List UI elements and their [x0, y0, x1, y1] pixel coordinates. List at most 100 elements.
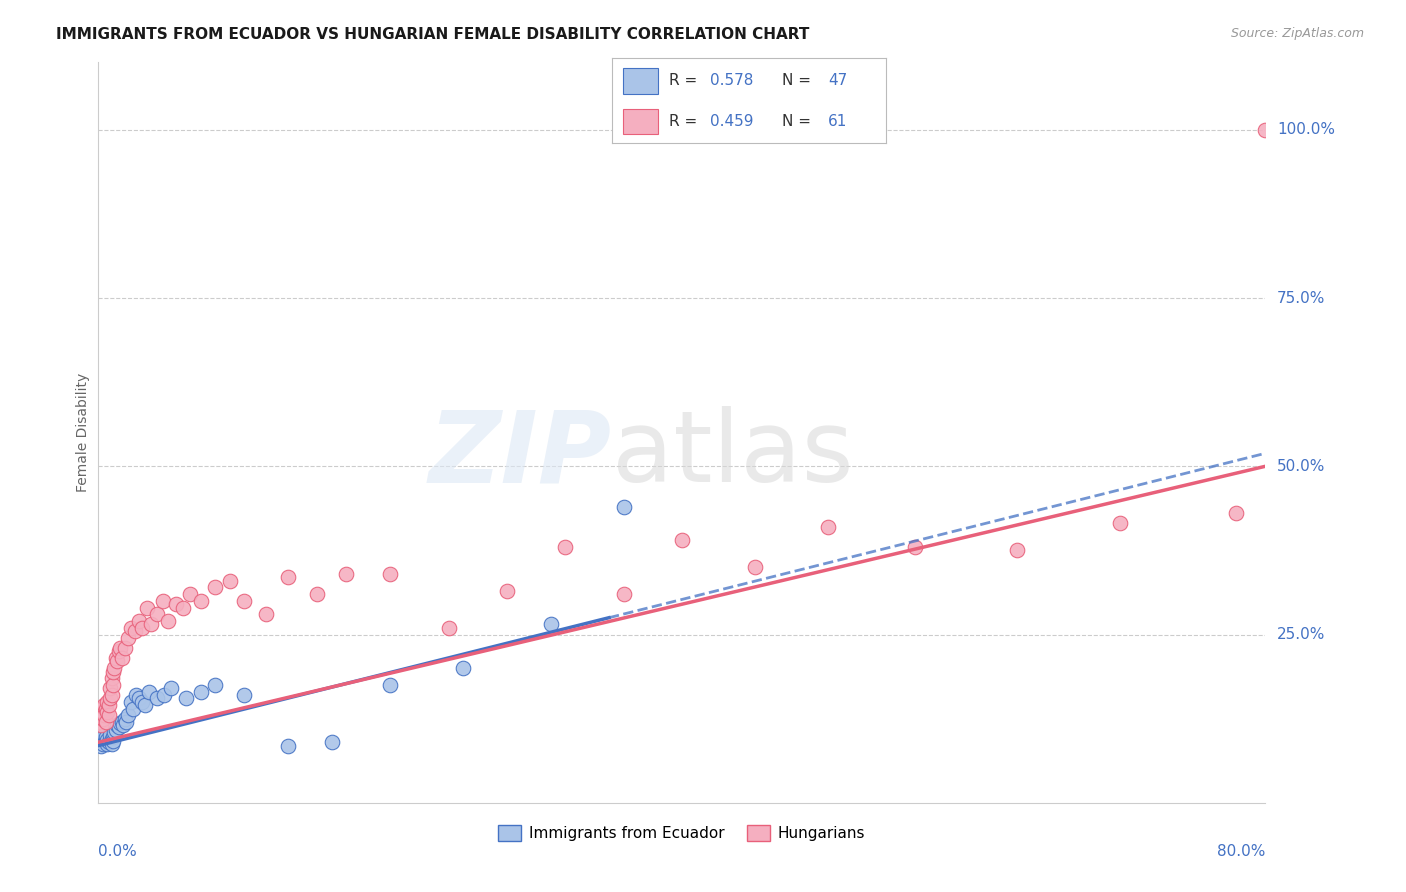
Point: [190, 685, 212, 699]
Point: [114, 640, 136, 655]
Point: [112, 718, 135, 732]
Point: [114, 712, 136, 726]
Point: [451, 661, 474, 675]
Point: [93, 731, 115, 746]
Point: [94, 730, 117, 744]
Point: [90, 701, 112, 715]
Text: 50.0%: 50.0%: [1277, 458, 1326, 474]
Point: [179, 587, 201, 601]
Legend: Immigrants from Ecuador, Hungarians: Immigrants from Ecuador, Hungarians: [492, 819, 872, 847]
Point: [97, 735, 120, 749]
Point: [122, 701, 145, 715]
Point: [103, 725, 125, 739]
Point: [165, 597, 187, 611]
Point: [108, 720, 131, 734]
Text: 0.0%: 0.0%: [98, 844, 138, 858]
Point: [100, 731, 122, 746]
Point: [91, 734, 114, 748]
Point: [671, 533, 693, 548]
Point: [134, 698, 156, 713]
Point: [105, 655, 128, 669]
Text: 80.0%: 80.0%: [1218, 844, 1265, 858]
Text: 100.0%: 100.0%: [1277, 122, 1336, 137]
Point: [110, 640, 132, 655]
Point: [104, 651, 127, 665]
Point: [98, 691, 121, 706]
Text: 0.578: 0.578: [710, 73, 754, 88]
Point: [160, 681, 183, 696]
Point: [91, 737, 114, 751]
Point: [124, 624, 146, 639]
Text: atlas: atlas: [612, 407, 853, 503]
Point: [110, 716, 132, 731]
Point: [172, 600, 194, 615]
Point: [90, 731, 112, 746]
Point: [817, 520, 839, 534]
Point: [233, 594, 256, 608]
Text: R =: R =: [669, 73, 703, 88]
Point: [138, 685, 160, 699]
Point: [1254, 122, 1277, 136]
Point: [904, 540, 927, 554]
Point: [94, 734, 117, 748]
Point: [100, 737, 122, 751]
FancyBboxPatch shape: [623, 68, 658, 94]
FancyBboxPatch shape: [623, 109, 658, 134]
Text: Source: ZipAtlas.com: Source: ZipAtlas.com: [1230, 27, 1364, 40]
Point: [93, 708, 115, 723]
Point: [152, 594, 174, 608]
Point: [96, 737, 118, 751]
Point: [91, 712, 114, 726]
Point: [93, 698, 115, 713]
Point: [115, 714, 138, 729]
Point: [496, 583, 519, 598]
Point: [96, 732, 118, 747]
Point: [153, 688, 176, 702]
Point: [157, 614, 180, 628]
Point: [101, 678, 124, 692]
Text: R =: R =: [669, 114, 703, 129]
Point: [128, 614, 150, 628]
Y-axis label: Female Disability: Female Disability: [76, 373, 90, 492]
Point: [103, 661, 125, 675]
Point: [335, 566, 357, 581]
Point: [744, 560, 766, 574]
Point: [98, 681, 121, 696]
Point: [104, 723, 127, 738]
Point: [101, 665, 124, 679]
Point: [321, 735, 343, 749]
Point: [101, 730, 124, 744]
Point: [117, 708, 139, 723]
Point: [277, 570, 299, 584]
Point: [111, 651, 134, 665]
Text: 61: 61: [828, 114, 848, 129]
Point: [1225, 507, 1247, 521]
Point: [233, 688, 256, 702]
Point: [131, 695, 153, 709]
Text: IMMIGRANTS FROM ECUADOR VS HUNGARIAN FEMALE DISABILITY CORRELATION CHART: IMMIGRANTS FROM ECUADOR VS HUNGARIAN FEM…: [56, 27, 810, 42]
Point: [128, 691, 150, 706]
Point: [90, 718, 112, 732]
Point: [307, 587, 329, 601]
Point: [94, 701, 117, 715]
Point: [117, 631, 139, 645]
Point: [94, 714, 117, 729]
Point: [218, 574, 240, 588]
Point: [612, 500, 634, 514]
Point: [135, 600, 157, 615]
Text: 75.0%: 75.0%: [1277, 291, 1326, 305]
Point: [174, 691, 197, 706]
Point: [111, 714, 134, 729]
Point: [98, 729, 121, 743]
Point: [554, 540, 576, 554]
Text: 25.0%: 25.0%: [1277, 627, 1326, 642]
Point: [91, 705, 114, 719]
Text: 47: 47: [828, 73, 848, 88]
Point: [540, 617, 562, 632]
Point: [139, 617, 162, 632]
Point: [120, 621, 142, 635]
Point: [120, 695, 142, 709]
Text: N =: N =: [782, 114, 815, 129]
Point: [101, 734, 124, 748]
Point: [254, 607, 277, 622]
